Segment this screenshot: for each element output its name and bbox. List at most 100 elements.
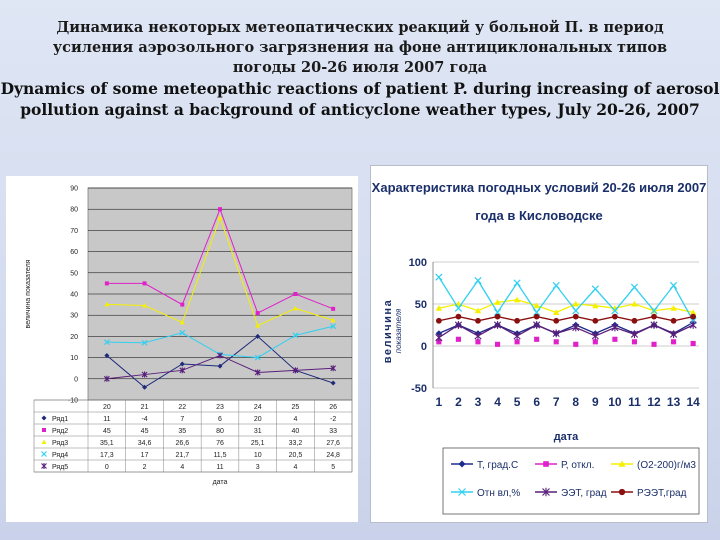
data-point bbox=[572, 323, 580, 332]
data-point bbox=[591, 332, 599, 340]
x-tick-label: 5 bbox=[514, 395, 521, 409]
table-cell: 17 bbox=[141, 452, 149, 459]
data-point bbox=[611, 307, 619, 315]
data-point bbox=[689, 309, 697, 315]
data-point bbox=[292, 332, 299, 339]
data-point bbox=[690, 313, 697, 320]
table-cell: 6 bbox=[218, 416, 222, 423]
legend-label: Ряд4 bbox=[52, 452, 68, 459]
y-axis-label-line-2: показателя bbox=[394, 308, 403, 353]
right-chart-panel: Характеристика погодных условий 20-26 ию… bbox=[370, 165, 708, 523]
series-5 bbox=[435, 321, 697, 342]
legend-marker bbox=[41, 415, 47, 421]
x-tick-label: 4 bbox=[494, 395, 501, 409]
table-cell: 17,3 bbox=[100, 452, 114, 459]
data-point bbox=[572, 300, 579, 307]
data-point bbox=[514, 339, 520, 345]
data-point bbox=[611, 323, 619, 332]
legend-marker bbox=[543, 461, 549, 467]
data-point bbox=[435, 305, 443, 311]
x-tick-label: 23 bbox=[216, 404, 224, 411]
x-tick-label: 13 bbox=[667, 395, 681, 409]
series-2 bbox=[436, 336, 696, 347]
table-cell: 0 bbox=[105, 464, 109, 471]
legend-marker bbox=[542, 487, 550, 497]
x-tick-label: 26 bbox=[329, 404, 337, 411]
y-tick-label: 40 bbox=[70, 292, 78, 299]
data-point bbox=[552, 281, 560, 290]
table-cell: 27,6 bbox=[326, 440, 340, 447]
data-point bbox=[217, 363, 223, 369]
x-tick-label: 10 bbox=[608, 395, 622, 409]
data-point bbox=[651, 341, 657, 347]
data-point bbox=[435, 273, 443, 281]
data-point bbox=[330, 317, 336, 323]
series-line bbox=[438, 299, 694, 314]
data-point bbox=[454, 321, 463, 329]
table-cell: 34,6 bbox=[138, 440, 152, 447]
table-cell: 33 bbox=[329, 428, 337, 435]
x-tick-label: 21 bbox=[141, 404, 149, 411]
x-tick-label: 14 bbox=[686, 395, 700, 409]
left-chart-panel: -10 0 10 20 30 40 50 60 70 80 90 величина показател… bbox=[6, 176, 358, 522]
table-cell: 4 bbox=[293, 416, 297, 423]
legend-label: Отн вл,% bbox=[477, 488, 520, 499]
y-tick-label: 90 bbox=[70, 186, 78, 193]
table-cell: 11 bbox=[103, 416, 110, 423]
series-line bbox=[438, 324, 694, 339]
table-cell: 40 bbox=[292, 428, 300, 435]
table-cell: 45 bbox=[103, 428, 111, 435]
data-point bbox=[534, 336, 540, 342]
y-tick-label: 30 bbox=[70, 313, 78, 320]
data-point bbox=[592, 302, 599, 309]
x-tick-label: 20 bbox=[103, 404, 111, 411]
y-tick-label: 50 bbox=[415, 299, 427, 311]
y-tick-label: -50 bbox=[411, 383, 427, 395]
data-point bbox=[331, 306, 336, 311]
legend-label: Ряд3 bbox=[52, 440, 68, 447]
data-point bbox=[179, 367, 186, 374]
x-tick-label: 7 bbox=[553, 395, 560, 409]
x-tick-label: 24 bbox=[254, 404, 262, 411]
table-cell: 35 bbox=[178, 428, 186, 435]
data-point bbox=[631, 317, 638, 324]
data-point bbox=[494, 341, 501, 347]
legend-label: ЭЭТ, град bbox=[561, 488, 607, 499]
x-tick-label: 1 bbox=[436, 395, 443, 409]
y-tick-label: 70 bbox=[70, 228, 78, 235]
y-tick-label: 50 bbox=[70, 270, 78, 277]
data-point bbox=[141, 339, 148, 346]
x-tick-label: 25 bbox=[292, 404, 300, 411]
data-point bbox=[572, 313, 579, 320]
table-cell: 21,7 bbox=[175, 452, 189, 459]
data-point bbox=[612, 336, 618, 342]
legend-marker bbox=[458, 460, 466, 468]
table-cell: 11 bbox=[216, 464, 223, 471]
data-point bbox=[436, 339, 442, 345]
data-point bbox=[293, 292, 298, 296]
legend-label: Р, откл. bbox=[561, 460, 594, 471]
data-point bbox=[455, 313, 462, 320]
series-2 bbox=[104, 207, 336, 316]
data-point bbox=[104, 301, 110, 307]
y-tick-label: 80 bbox=[70, 207, 78, 214]
data-point bbox=[630, 283, 639, 291]
data-point bbox=[573, 341, 579, 347]
data-point bbox=[435, 330, 443, 337]
legend-marker bbox=[618, 460, 626, 467]
y-tick-label: 0 bbox=[421, 341, 427, 353]
data-point bbox=[631, 300, 638, 307]
x-tick-label: 9 bbox=[592, 395, 599, 409]
data-point bbox=[592, 339, 598, 345]
data-point bbox=[651, 313, 657, 320]
x-tick-label: 6 bbox=[533, 395, 540, 409]
data-point bbox=[533, 321, 541, 329]
title-en-line-1: Dynamics of some meteopathic reactions o… bbox=[0, 79, 720, 98]
data-point bbox=[513, 332, 521, 340]
data-point bbox=[103, 339, 110, 346]
data-point bbox=[142, 281, 147, 286]
table-cell: 7 bbox=[180, 416, 184, 423]
data-point bbox=[669, 330, 678, 339]
data-point bbox=[474, 307, 482, 314]
